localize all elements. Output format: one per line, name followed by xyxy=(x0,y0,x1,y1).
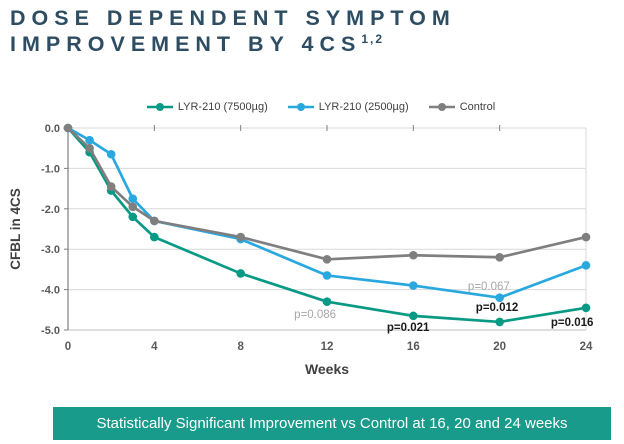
data-point-lyr-210-2500-g xyxy=(581,261,591,270)
p-value-label: p=0.021 xyxy=(387,322,430,334)
data-point-control xyxy=(236,232,245,242)
data-point-lyr-210-7500-g xyxy=(409,311,418,321)
data-point-control xyxy=(495,252,504,262)
line-chart: 0.0 -1.0 -2.0 -3.0 -4.0 -5.0 0 4 8 12 16 20 24 Weeks C… xyxy=(0,118,624,390)
data-point-control xyxy=(128,202,138,212)
x-tick-label: 12 xyxy=(321,341,334,353)
legend-label: Control xyxy=(459,101,496,113)
x-tick-label: 8 xyxy=(237,341,244,353)
p-value-label: p=0.016 xyxy=(551,317,594,329)
x-tick-label: 20 xyxy=(493,341,506,353)
data-point-lyr-210-2500-g xyxy=(85,135,94,145)
data-point-lyr-210-7500-g xyxy=(150,232,159,242)
chart-canvas: 0.0 -1.0 -2.0 -3.0 -4.0 -5.0 0 4 8 12 16 20 24 Weeks C… xyxy=(8,123,594,377)
x-tick-label: 0 xyxy=(65,341,71,353)
page-title: DOSE DEPENDENT SYMPTOM IMPROVEMENT BY 4C… xyxy=(10,5,610,57)
y-tick-label: -4.0 xyxy=(41,285,60,297)
data-point-lyr-210-7500-g xyxy=(236,269,245,278)
title-line-2: IMPROVEMENT BY 4CS xyxy=(10,32,362,57)
line-marker-icon xyxy=(146,103,173,111)
data-point-lyr-210-2500-g xyxy=(106,149,116,159)
data-point-control xyxy=(409,250,418,260)
title-footnote-refs: 1,2 xyxy=(361,32,385,47)
data-point-lyr-210-7500-g xyxy=(495,317,504,327)
y-tick-label: -3.0 xyxy=(41,244,60,256)
line-marker-icon xyxy=(428,103,455,111)
data-point-control xyxy=(322,255,332,264)
data-point-lyr-210-2500-g xyxy=(322,271,332,280)
data-point-lyr-210-7500-g xyxy=(581,303,591,313)
data-point-control xyxy=(581,232,591,242)
data-point-control xyxy=(150,216,159,226)
y-tick-label: 0.0 xyxy=(45,123,60,135)
legend-item-control: Control xyxy=(428,101,496,113)
legend-item-lyr-210-2500: LYR-210 (2500µg) xyxy=(287,101,409,113)
x-tick-label: 4 xyxy=(151,341,158,353)
y-tick-label: -1.0 xyxy=(41,163,60,175)
chart-legend: LYR-210 (7500µg) LYR-210 (2500µg) Contro… xyxy=(0,98,624,116)
title-line-1: DOSE DEPENDENT SYMPTOM xyxy=(10,6,456,30)
legend-item-lyr-210-7500: LYR-210 (7500µg) xyxy=(146,101,268,113)
data-point-lyr-210-2500-g xyxy=(495,293,504,302)
p-value-label: p=0.086 xyxy=(294,309,336,321)
series-line-control xyxy=(67,127,587,261)
significance-banner-text: Statistically Significant Improvement vs… xyxy=(96,415,568,432)
data-point-control xyxy=(106,182,116,191)
x-tick-label: 24 xyxy=(580,341,593,353)
significance-banner: Statistically Significant Improvement vs… xyxy=(53,407,611,440)
legend-label: LYR-210 (2500µg) xyxy=(318,101,409,113)
data-point-lyr-210-7500-g xyxy=(322,297,332,307)
line-marker-icon xyxy=(287,103,314,111)
data-point-control xyxy=(63,123,73,133)
x-tick-label: 16 xyxy=(407,341,420,353)
data-point-control xyxy=(85,143,94,153)
x-axis-title: Weeks xyxy=(305,361,349,377)
p-value-label: p=0.067 xyxy=(468,281,510,293)
series-line-lyr-210-7500-g xyxy=(66,127,587,324)
y-axis-title: CFBL in 4CS xyxy=(8,188,23,270)
legend-label: LYR-210 (7500µg) xyxy=(177,101,268,113)
y-tick-label: -2.0 xyxy=(41,204,60,216)
p-value-label: p=0.012 xyxy=(476,302,519,314)
y-tick-label: -5.0 xyxy=(41,325,60,337)
data-point-lyr-210-7500-g xyxy=(128,212,138,222)
data-point-lyr-210-2500-g xyxy=(409,281,418,290)
data-point-lyr-210-2500-g xyxy=(128,194,138,203)
